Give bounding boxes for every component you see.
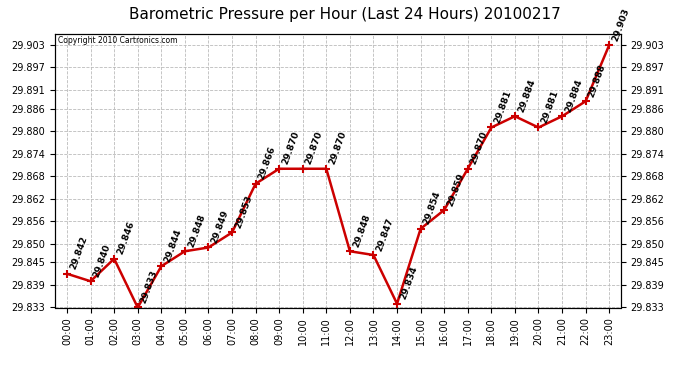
Text: 29.859: 29.859 bbox=[446, 171, 466, 207]
Text: 29.854: 29.854 bbox=[422, 190, 442, 226]
Text: 29.870: 29.870 bbox=[304, 130, 324, 166]
Text: Copyright 2010 Cartronics.com: Copyright 2010 Cartronics.com bbox=[58, 36, 177, 45]
Text: 29.888: 29.888 bbox=[587, 63, 607, 99]
Text: 29.848: 29.848 bbox=[351, 213, 372, 249]
Text: 29.853: 29.853 bbox=[233, 194, 254, 230]
Text: 29.846: 29.846 bbox=[115, 220, 136, 256]
Text: 29.840: 29.840 bbox=[92, 243, 112, 279]
Text: Barometric Pressure per Hour (Last 24 Hours) 20100217: Barometric Pressure per Hour (Last 24 Ho… bbox=[129, 8, 561, 22]
Text: 29.833: 29.833 bbox=[139, 269, 159, 305]
Text: 29.834: 29.834 bbox=[398, 265, 419, 301]
Text: 29.903: 29.903 bbox=[611, 6, 631, 42]
Text: 29.870: 29.870 bbox=[469, 130, 489, 166]
Text: 29.848: 29.848 bbox=[186, 213, 206, 249]
Text: 29.844: 29.844 bbox=[163, 228, 183, 264]
Text: 29.870: 29.870 bbox=[328, 130, 348, 166]
Text: 29.881: 29.881 bbox=[540, 89, 560, 125]
Text: 29.884: 29.884 bbox=[516, 78, 537, 114]
Text: 29.866: 29.866 bbox=[257, 145, 277, 181]
Text: 29.881: 29.881 bbox=[493, 89, 513, 125]
Text: 29.842: 29.842 bbox=[68, 235, 89, 271]
Text: 29.847: 29.847 bbox=[375, 216, 395, 252]
Text: 29.884: 29.884 bbox=[564, 78, 584, 114]
Text: 29.849: 29.849 bbox=[210, 209, 230, 245]
Text: 29.870: 29.870 bbox=[281, 130, 301, 166]
